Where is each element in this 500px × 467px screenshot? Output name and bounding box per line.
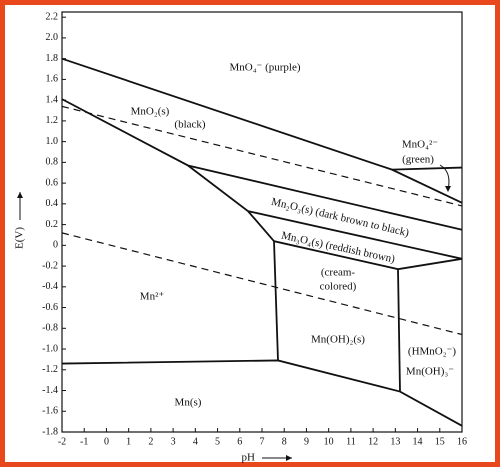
dashed-boundary	[61, 105, 463, 207]
region-label: colored)	[320, 281, 357, 293]
boundary-line	[187, 164, 275, 242]
region-label: MnO₂(s)	[131, 106, 170, 118]
y-tick-label: 0.2	[46, 219, 59, 230]
x-tick-label: -2	[58, 436, 66, 447]
boundary-line	[61, 57, 463, 204]
x-tick-label: 9	[304, 436, 309, 447]
boundary-line	[61, 359, 463, 427]
y-tick-label: -0.4	[42, 281, 58, 292]
y-axis-arrowhead	[17, 192, 23, 198]
region-label: MnO₄²⁻	[402, 139, 438, 151]
y-tick-label: -1.4	[42, 385, 58, 396]
x-tick-label: 16	[457, 436, 467, 447]
x-tick-label: 6	[237, 436, 242, 447]
pointer-arrowhead	[445, 186, 451, 192]
x-tick-label: 14	[413, 436, 423, 447]
y-tick-label: -0.2	[42, 260, 58, 271]
x-tick-label: 13	[390, 436, 400, 447]
y-tick-label: 0	[53, 240, 58, 251]
region-label: Mn²⁺	[140, 291, 165, 303]
x-axis-arrowhead	[286, 455, 292, 461]
y-tick-label: -0.6	[42, 302, 58, 313]
y-tick-label: -0.8	[42, 323, 58, 334]
dashed-boundary	[61, 232, 463, 336]
region-label: Mn(OH)₂(s)	[311, 334, 365, 346]
y-axis-label: E(V)	[14, 227, 26, 249]
y-tick-label: -1.0	[42, 343, 58, 354]
y-tick-label: -1.2	[42, 364, 58, 375]
y-tick-label: 2.0	[46, 32, 59, 43]
y-tick-label: -1.8	[42, 426, 58, 437]
y-tick-label: 1.2	[46, 115, 59, 126]
boundary-line	[247, 210, 463, 260]
x-tick-label: 15	[435, 436, 445, 447]
boundary-line	[391, 166, 463, 171]
x-tick-label: 5	[215, 436, 220, 447]
region-label: Mn(OH)₃⁻	[406, 366, 454, 378]
y-tick-label: 0.4	[46, 198, 59, 209]
region-label: Mn₃O₄(s) (reddish brown)	[280, 230, 396, 266]
region-label: (cream-	[321, 267, 356, 279]
x-tick-label: 1	[126, 436, 131, 447]
y-tick-label: 2.2	[46, 11, 59, 22]
boundary-line	[61, 98, 463, 231]
x-tick-label: 0	[104, 436, 109, 447]
x-tick-label: 12	[368, 436, 378, 447]
x-tick-label: 3	[171, 436, 176, 447]
region-label: (green)	[402, 154, 434, 166]
y-tick-label: 1.8	[46, 53, 59, 64]
x-tick-label: -1	[80, 436, 88, 447]
y-tick-label: 1.4	[46, 94, 59, 105]
region-label: (HMnO₂⁻)	[408, 346, 456, 358]
y-tick-label: 1.6	[46, 74, 59, 85]
y-tick-label: 0.6	[46, 177, 59, 188]
plot-frame	[61, 11, 463, 433]
y-tick-label: 0.8	[46, 157, 59, 168]
x-tick-label: 4	[193, 436, 198, 447]
boundary-line	[273, 240, 463, 271]
region-label: (black)	[174, 119, 205, 131]
x-tick-label: 11	[346, 436, 356, 447]
y-tick-label: -1.6	[42, 406, 58, 417]
x-tick-label: 8	[282, 436, 287, 447]
boundary-line	[273, 241, 279, 361]
boundary-line	[397, 269, 401, 392]
x-axis-label: pH	[242, 452, 256, 464]
region-label: Mn(s)	[175, 397, 202, 409]
x-tick-label: 7	[260, 436, 265, 447]
y-tick-label: 1.0	[46, 136, 59, 147]
x-tick-label: 2	[148, 436, 153, 447]
x-tick-label: 10	[324, 436, 334, 447]
region-label: MnO₄⁻ (purple)	[229, 62, 300, 74]
